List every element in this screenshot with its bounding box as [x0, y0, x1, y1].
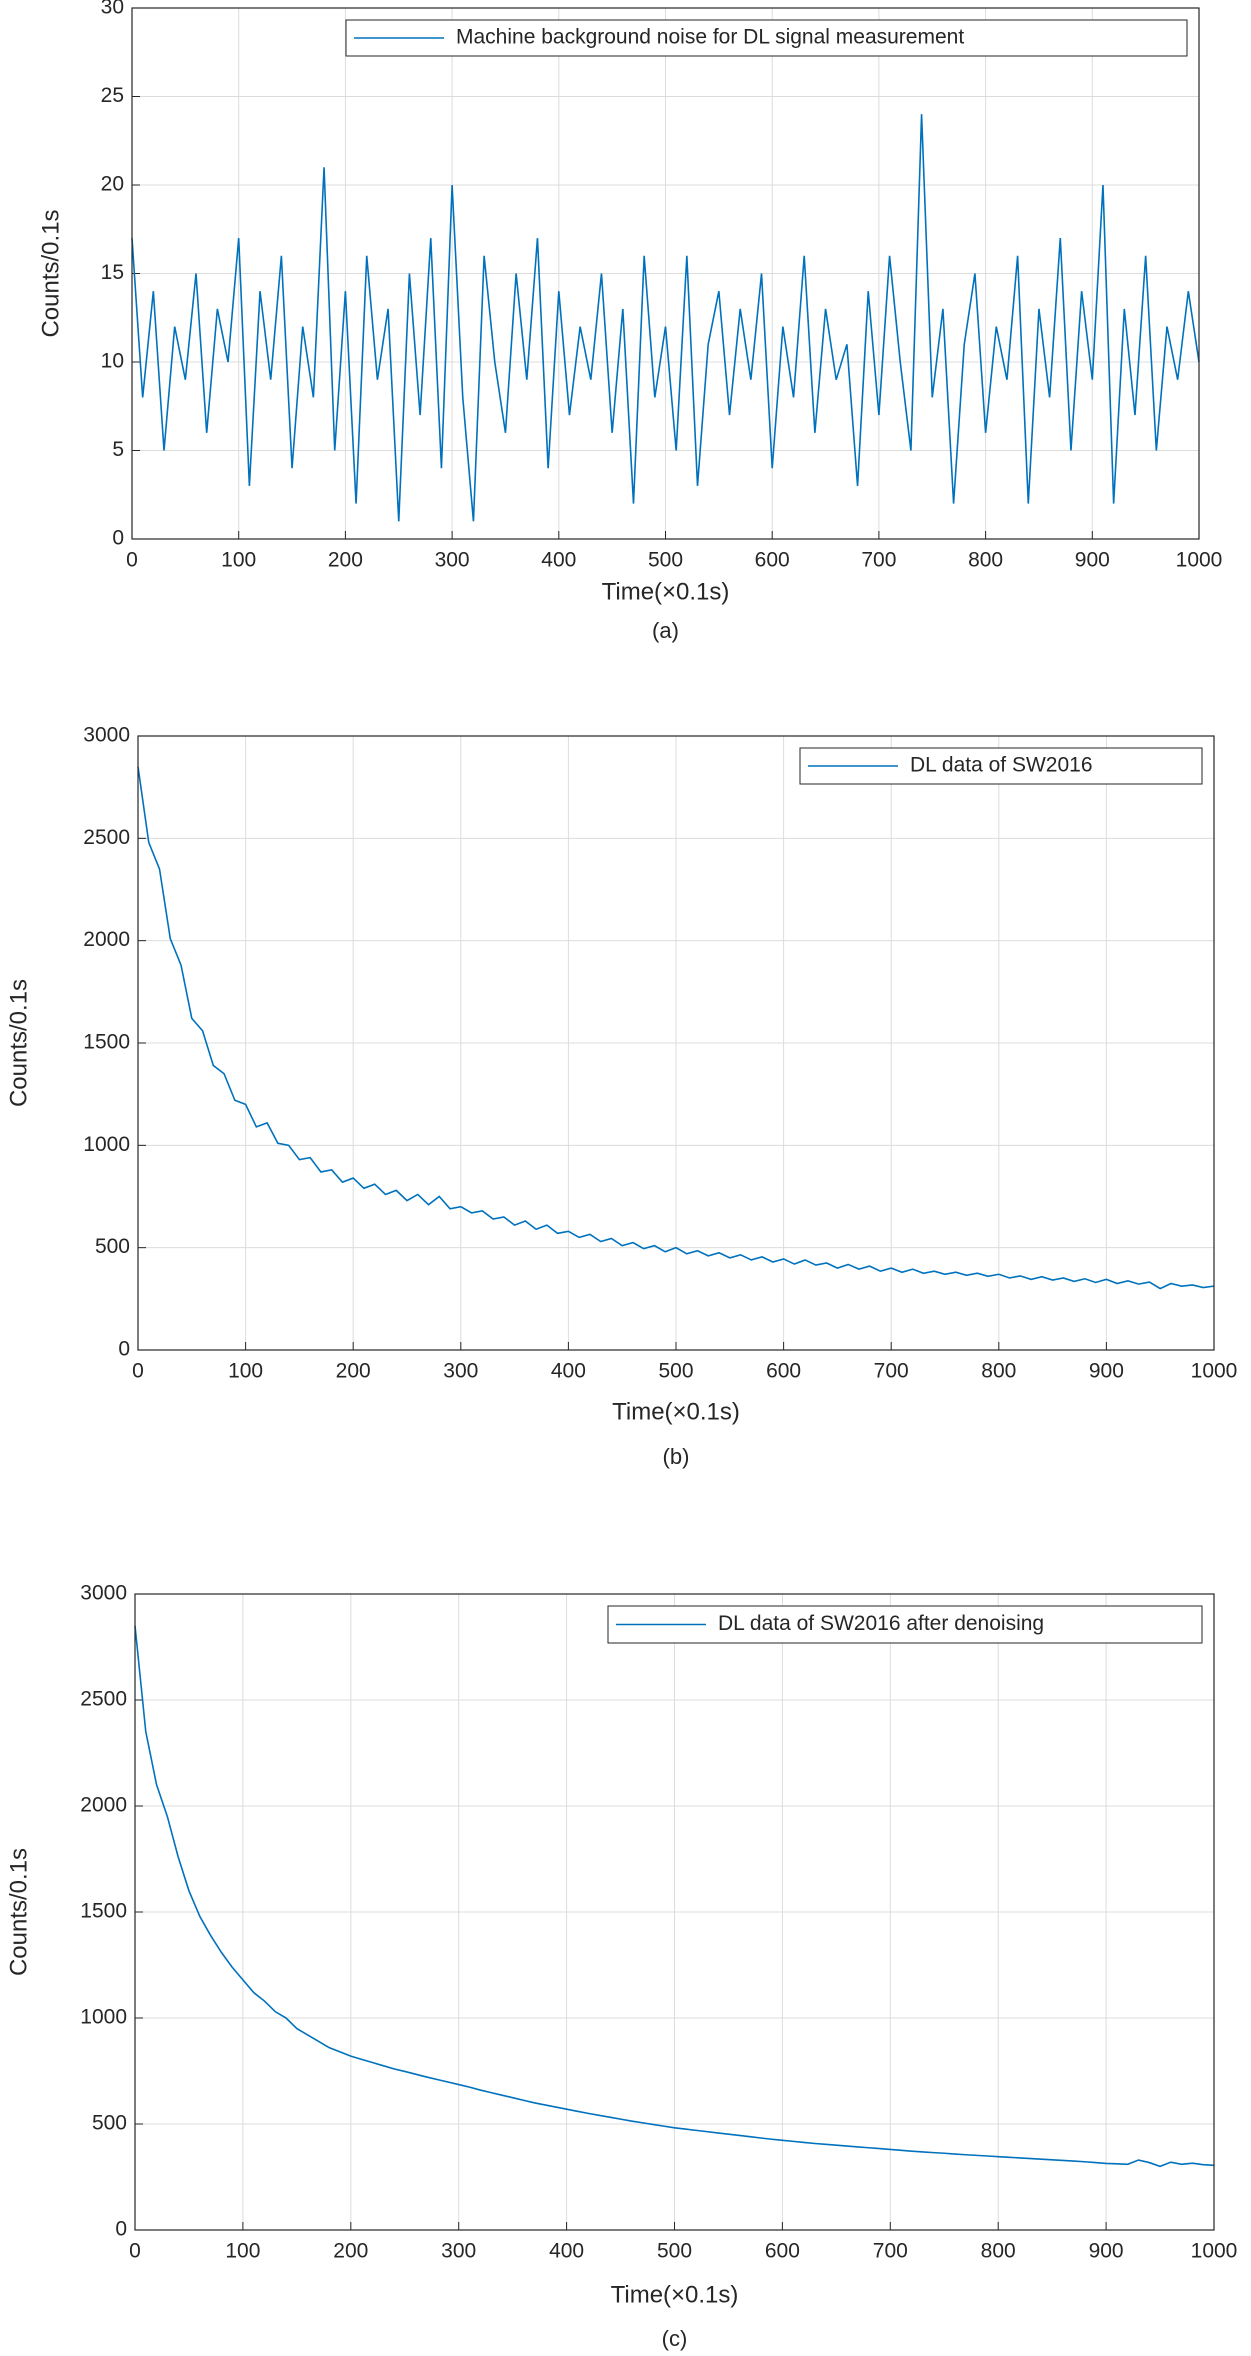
- y-tick-label: 0: [118, 1338, 130, 1361]
- x-tick-label: 600: [755, 549, 790, 572]
- x-tick-label: 500: [658, 1360, 693, 1383]
- y-tick-label: 3000: [83, 724, 130, 747]
- x-tick-label: 900: [1075, 549, 1110, 572]
- y-tick-label: 30: [101, 0, 124, 19]
- x-axis-label: Time(×0.1s): [602, 578, 730, 605]
- x-tick-label: 200: [328, 549, 363, 572]
- x-tick-label: 900: [1089, 1360, 1124, 1383]
- y-tick-label: 1000: [83, 1133, 130, 1156]
- x-tick-label: 100: [221, 549, 256, 572]
- x-tick-label: 1000: [1191, 2240, 1238, 2263]
- x-axis-label: Time(×0.1s): [611, 2281, 739, 2308]
- legend-label: DL data of SW2016: [910, 754, 1093, 777]
- data-line: [131, 114, 1200, 522]
- y-tick-label: 2500: [83, 826, 130, 849]
- x-tick-label: 700: [874, 1360, 909, 1383]
- axes-box: [137, 735, 1215, 1351]
- y-tick-label: 0: [115, 2218, 127, 2241]
- x-tick-label: 700: [873, 2240, 908, 2263]
- y-tick-label: 25: [101, 84, 124, 107]
- y-tick-label: 500: [95, 1235, 130, 1258]
- x-tick-label: 200: [333, 2240, 368, 2263]
- x-tick-label: 500: [657, 2240, 692, 2263]
- legend-box: [607, 1605, 1203, 1644]
- legend: DL data of SW2016 after denoising: [607, 1605, 1203, 1644]
- y-tick-label: 1000: [80, 2006, 127, 2029]
- x-tick-label: 0: [132, 1360, 144, 1383]
- x-tick-label: 1000: [1191, 1360, 1238, 1383]
- y-tick-label: 500: [92, 2112, 127, 2135]
- x-tick-label: 600: [765, 2240, 800, 2263]
- x-tick-label: 200: [336, 1360, 371, 1383]
- subplot: 0 100 200 300 400 500 600 700 800 900 1000 0 500 1000…: [5, 1582, 1237, 2351]
- legend: Machine background noise for DL signal m…: [345, 19, 1188, 57]
- x-tick-label: 300: [441, 2240, 476, 2263]
- y-tick-label: 20: [101, 173, 124, 196]
- x-tick-label: 400: [551, 1360, 586, 1383]
- legend-label: Machine background noise for DL signal m…: [456, 26, 964, 49]
- x-tick-label: 0: [129, 2240, 141, 2263]
- y-tick-label: 0: [112, 527, 124, 550]
- legend: DL data of SW2016: [799, 747, 1203, 785]
- x-tick-label: 100: [225, 2240, 260, 2263]
- y-axis-label: Counts/0.1s: [5, 1848, 32, 1976]
- x-tick-label: 600: [766, 1360, 801, 1383]
- x-tick-label: 800: [981, 2240, 1016, 2263]
- y-tick-label: 2000: [83, 928, 130, 951]
- caption: (a): [652, 618, 679, 643]
- y-axis-label: Counts/0.1s: [37, 209, 64, 337]
- axes-box: [134, 1593, 1215, 2231]
- x-tick-label: 0: [126, 549, 138, 572]
- x-axis-label: Time(×0.1s): [612, 1398, 740, 1425]
- x-tick-label: 100: [228, 1360, 263, 1383]
- x-tick-label: 300: [435, 549, 470, 572]
- subplot: 0 100 200 300 400 500 600 700 800 900 1000 0 500 1000…: [5, 724, 1237, 1469]
- x-tick-label: 700: [861, 549, 896, 572]
- y-tick-label: 2000: [80, 1794, 127, 1817]
- caption: (b): [663, 1444, 690, 1469]
- data-line: [134, 1625, 1215, 2168]
- x-tick-label: 1000: [1176, 549, 1223, 572]
- subplot: 0 100 200 300 400 500 600 700 800 900 1000 0 5 10 15 20…: [37, 0, 1222, 643]
- legend-box: [799, 747, 1203, 785]
- y-tick-label: 10: [101, 350, 124, 373]
- x-tick-label: 800: [981, 1360, 1016, 1383]
- x-tick-label: 800: [968, 549, 1003, 572]
- x-tick-label: 500: [648, 549, 683, 572]
- axes-box: [131, 7, 1200, 540]
- y-tick-label: 1500: [83, 1031, 130, 1054]
- y-tick-label: 3000: [80, 1582, 127, 1605]
- y-tick-label: 2500: [80, 1688, 127, 1711]
- x-tick-label: 900: [1089, 2240, 1124, 2263]
- x-tick-label: 400: [541, 549, 576, 572]
- y-axis-label: Counts/0.1s: [5, 979, 32, 1107]
- caption: (c): [662, 2326, 688, 2351]
- data-line: [137, 766, 1215, 1290]
- legend-label: DL data of SW2016 after denoising: [718, 1612, 1044, 1635]
- y-tick-label: 15: [101, 261, 124, 284]
- y-tick-label: 1500: [80, 1900, 127, 1923]
- legend-box: [345, 19, 1188, 57]
- x-tick-label: 300: [443, 1360, 478, 1383]
- x-tick-label: 400: [549, 2240, 584, 2263]
- y-tick-label: 5: [112, 438, 124, 461]
